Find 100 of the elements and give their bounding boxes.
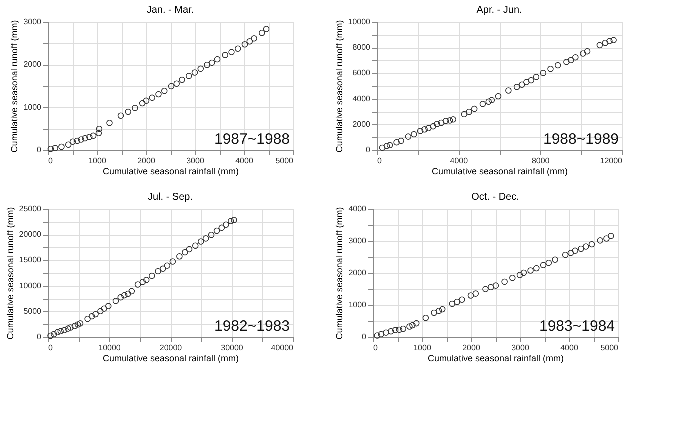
y-tick-label: 10000 [19,281,42,290]
x-tick-label: 1000 [88,156,107,166]
y-tick-label: 5000 [24,306,42,316]
x-tick-label: 2000 [138,156,156,166]
y-axis-title: Cumulative seasonal runoff (mm) [334,207,345,340]
x-tick-label: 0 [48,344,54,352]
point [106,120,113,126]
point [164,262,171,269]
point [472,290,480,297]
x-tick-label: 5000 [600,344,620,352]
point [98,308,104,315]
point [101,306,108,312]
y-tick-label: 6000 [352,68,372,78]
point [168,83,175,90]
point [48,332,54,340]
point [413,320,420,327]
point [251,36,258,42]
y-tick-label: 0 [362,332,368,342]
point [74,322,82,328]
x-axis-title: Cumulative seasonal rainfall (mm) [432,166,568,176]
chart-title: Oct. - Dec. [472,192,520,203]
x-tick-label: 5000 [276,156,294,166]
point [58,144,65,150]
point [204,62,210,68]
point [112,298,120,304]
point [406,324,413,330]
y-tick-label: 4000 [352,94,372,104]
point [562,252,569,258]
y-tick-label: 1000 [24,102,42,112]
point [488,284,494,291]
point [179,76,186,84]
x-axis-title: Cumulative seasonal rainfall (mm) [102,354,240,364]
y-tick-label: 10000 [348,18,372,26]
x-tick-label: 0 [48,156,54,166]
point [160,266,166,272]
x-tick-label: 0 [378,156,382,166]
point [510,274,516,282]
point [140,279,146,286]
point [228,49,235,56]
x-tick-label: 20000 [160,344,183,352]
point [388,328,394,335]
point [231,217,238,224]
point [246,38,254,45]
point [214,228,220,234]
point [608,233,614,240]
point [161,88,168,94]
point [439,306,446,313]
chart-title: Jul. - Sep. [148,192,194,203]
point [383,330,390,336]
point [90,132,97,140]
point [96,130,102,136]
point [208,232,215,238]
x-tick-label: 12000 [600,156,624,166]
point [258,30,266,36]
point [186,73,192,80]
point [422,314,430,322]
point [125,108,132,116]
point [143,277,150,284]
point [176,253,183,260]
x-tick-label: 0 [374,344,378,352]
point [492,282,500,289]
point [192,242,199,249]
point [192,70,198,76]
point [134,282,142,288]
point [143,98,150,104]
point [263,26,270,32]
point [74,138,81,144]
chart-title: Jan. - Mar. [146,5,194,16]
point [568,250,574,256]
point [65,326,72,332]
x-tick-label: 3000 [512,344,530,352]
x-tick-label: 2000 [462,344,481,352]
point [572,248,579,254]
annotation: 1987~1988 [214,131,290,148]
point [198,238,204,245]
point [148,272,156,280]
point [186,246,193,253]
point [540,262,547,268]
point [436,308,442,314]
y-tick-label: 0 [37,332,42,342]
point [92,311,99,318]
y-axis-title: Cumulative seasonal runoff (mm) [334,20,344,153]
point [374,332,381,339]
point [174,80,180,87]
point [228,218,234,224]
point [52,145,58,152]
annotation: 1982~1983 [214,318,290,335]
x-tick-label: 8000 [532,156,550,166]
annotation: 1988~1989 [544,131,619,148]
y-tick-label: 2000 [348,268,368,278]
point [72,323,78,330]
point [58,328,64,334]
x-tick-label: 1000 [414,344,432,352]
x-axis-title: Cumulative seasonal rainfall (mm) [102,166,240,176]
y-tick-label: 3000 [24,18,42,26]
point [82,135,88,142]
point [392,327,399,334]
point [468,292,474,299]
x-tick-label: 4000 [560,344,579,352]
point [583,244,590,250]
